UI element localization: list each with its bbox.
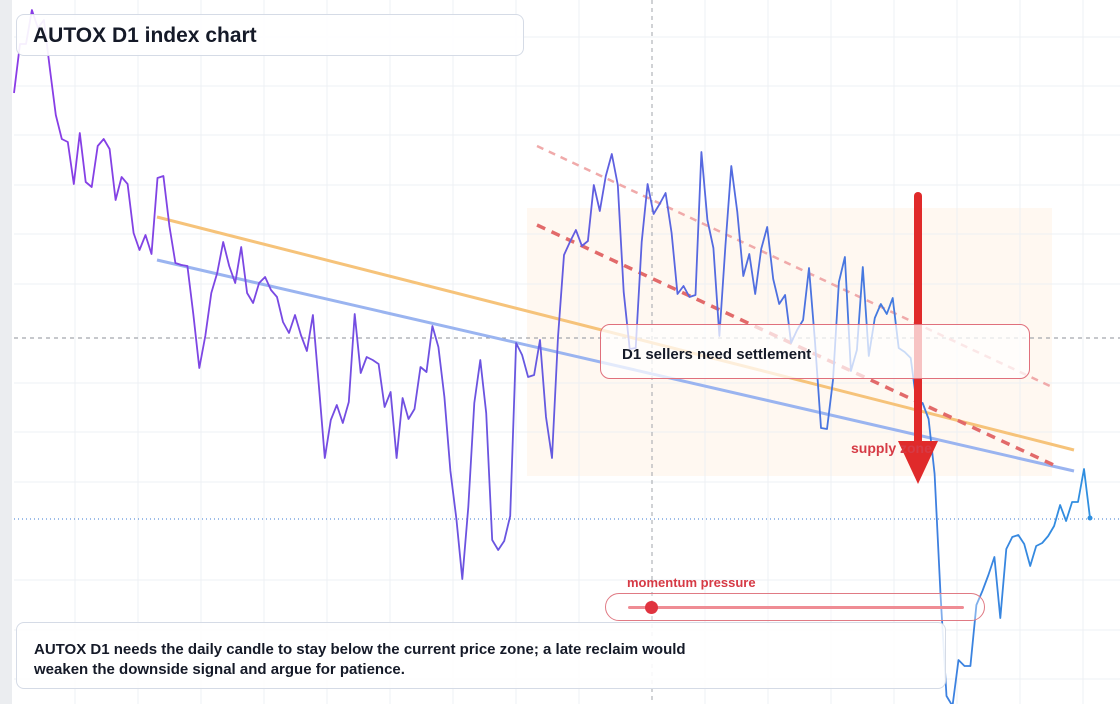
momentum-label: momentum pressure <box>627 575 756 590</box>
left-axis-strip <box>0 0 12 704</box>
last-price-dot <box>1087 515 1093 521</box>
momentum-pressure-gauge <box>605 593 985 621</box>
momentum-track <box>628 606 964 609</box>
supply-zone-label: supply zone <box>851 440 932 456</box>
analysis-note: AUTOX D1 needs the daily candle to stay … <box>16 622 946 689</box>
chart-grid <box>14 0 1120 704</box>
chart-title-text: AUTOX D1 index chart <box>33 24 257 47</box>
settlement-callout: D1 sellers need settlement <box>600 324 1030 379</box>
callout-text: D1 sellers need settlement <box>622 346 812 363</box>
analysis-note-text: AUTOX D1 needs the daily candle to stay … <box>34 641 686 678</box>
arrow-head <box>898 441 938 484</box>
chart-title: AUTOX D1 index chart <box>16 14 524 56</box>
momentum-knob <box>645 601 659 614</box>
down-arrow <box>898 192 938 484</box>
